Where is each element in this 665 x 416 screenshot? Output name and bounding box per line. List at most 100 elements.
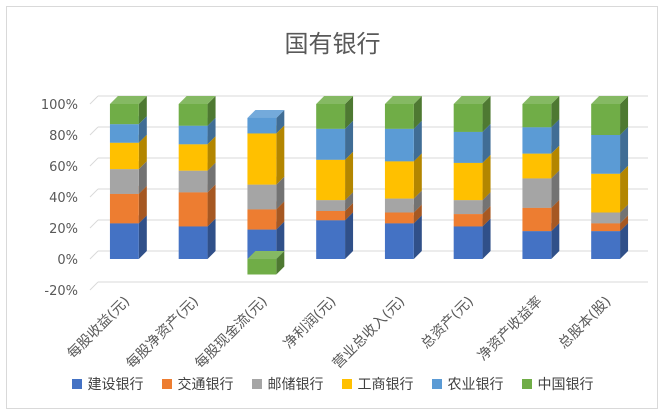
bar-segment-side — [551, 96, 560, 128]
legend-swatch — [71, 379, 82, 389]
bar-segment-side — [138, 185, 147, 224]
bar-segment-top — [384, 96, 422, 104]
bar-segment — [384, 128, 414, 162]
x-tick-label: 净利润(元) — [281, 294, 340, 353]
bar-segment — [247, 209, 277, 230]
legend-entry: 中国银行 — [521, 374, 594, 394]
bar-segment-side — [551, 199, 560, 232]
bar-segment-side — [207, 184, 216, 227]
bar-segment — [453, 162, 483, 201]
legend-entry: 交通银行 — [161, 374, 234, 394]
bar-segment — [384, 223, 414, 259]
bar-segment — [109, 124, 139, 143]
bar-segment — [178, 144, 208, 171]
bar-segment — [453, 226, 483, 259]
legend-swatch — [431, 379, 442, 389]
bar-segment-side — [620, 127, 629, 174]
bar-segment — [178, 125, 208, 145]
bar-segment-side — [551, 223, 560, 259]
x-tick-label: 净资产收益率 — [474, 293, 545, 364]
bar-stack — [178, 96, 216, 259]
bar-segment-side — [551, 170, 560, 208]
bar-segment — [591, 173, 621, 213]
x-tick-label: 营业总收入(元) — [330, 294, 408, 372]
legend-swatch — [521, 379, 532, 389]
bar-segment-top — [522, 96, 560, 104]
legend-swatch — [341, 379, 352, 389]
bar-segment-side — [138, 116, 147, 143]
legend-entry: 邮储银行 — [251, 374, 324, 394]
bar-segment-side — [345, 212, 354, 259]
y-tick-label: 80% — [49, 129, 78, 144]
bar-stack — [453, 96, 491, 259]
bar-segment-side — [276, 221, 285, 259]
gridline-side — [89, 126, 99, 136]
bar-stack — [109, 96, 147, 259]
bar-segment-side — [276, 176, 285, 210]
bar-stack — [522, 96, 560, 259]
bar-segment-side — [620, 204, 629, 224]
bar-segment — [247, 184, 277, 210]
x-tick-label: 总股本(股) — [556, 294, 615, 353]
bar-segment-side — [482, 218, 491, 259]
bar-segment — [178, 170, 208, 193]
bar-segment-side — [551, 145, 560, 179]
bar-segment — [178, 104, 208, 126]
bar-segment-side — [345, 120, 354, 160]
bar-segment-side — [276, 201, 285, 230]
bar-segment-side — [138, 161, 147, 194]
gridline-side — [89, 219, 99, 229]
bar-stack — [316, 96, 354, 259]
y-tick-label: 40% — [49, 191, 78, 206]
bar-segment-side — [207, 218, 216, 259]
bar-segment — [591, 135, 621, 174]
legend-label: 工商银行 — [357, 377, 414, 393]
legend-label: 建设银行 — [87, 377, 144, 393]
gridline-side — [89, 188, 99, 198]
bar-segment — [522, 178, 552, 208]
bar-segment-side — [482, 192, 491, 215]
bar-segment — [591, 231, 621, 259]
bar-segment-top — [453, 96, 491, 104]
bar-segment-side — [413, 96, 422, 129]
bar-segment — [384, 161, 414, 199]
bar-segment-side — [620, 96, 629, 135]
bar-segment-top — [591, 96, 629, 104]
bar-segment-side — [620, 223, 629, 259]
legend-entry: 工商银行 — [341, 374, 414, 394]
bar-segment-side — [207, 162, 216, 193]
chart-title: 国有银行 — [284, 30, 381, 58]
y-tick-label: 0% — [57, 253, 78, 268]
bar-segment — [453, 200, 483, 215]
gridline-side — [89, 281, 99, 291]
legend-label: 农业银行 — [447, 377, 504, 393]
bar-segment-side — [482, 123, 491, 163]
gridlines — [89, 95, 648, 291]
bar-segment — [247, 259, 277, 275]
bar-segment — [522, 127, 552, 154]
bar-segment-side — [413, 204, 422, 224]
bar-segment — [591, 212, 621, 224]
y-tick-label: 20% — [49, 222, 78, 237]
bar-segment-side — [551, 119, 560, 154]
bar-stack — [591, 96, 629, 259]
bar-segment-top — [109, 96, 147, 104]
legend-entry: 农业银行 — [431, 374, 504, 394]
bar-segment — [109, 193, 139, 224]
bar-segment-side — [620, 215, 629, 232]
bar-segment — [384, 198, 414, 213]
bar-segment-side — [345, 192, 354, 211]
bar-segment — [522, 207, 552, 232]
bar-segment-side — [207, 117, 216, 145]
bar-segment — [109, 142, 139, 170]
bar-segment — [316, 104, 346, 129]
x-tick-label: 每股净资产(元) — [124, 294, 202, 372]
bar-segment-side — [413, 120, 422, 162]
bar-segment — [453, 131, 483, 163]
bar-segment-side — [413, 215, 422, 259]
bar-segment-side — [482, 154, 491, 201]
bar-segment-side — [620, 165, 629, 213]
bar-segment — [316, 200, 346, 211]
bar-segment-side — [276, 109, 285, 134]
gridline-side — [89, 157, 99, 167]
